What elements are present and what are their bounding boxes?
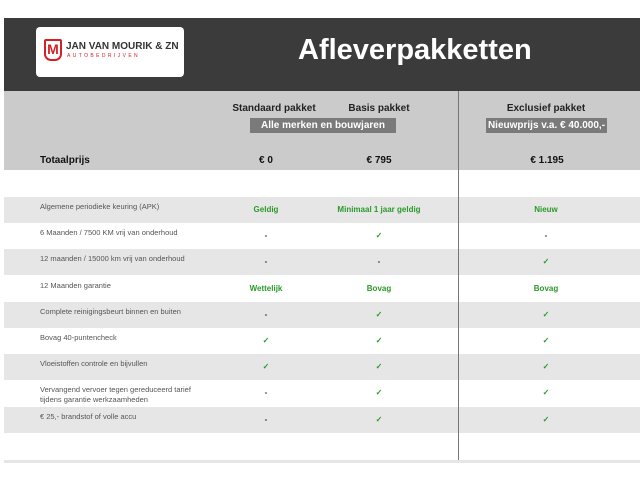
price-exclusief: € 1.195 (530, 155, 564, 166)
check-icon: ✓ (375, 309, 383, 319)
table-row (4, 197, 640, 223)
logo[interactable]: M JAN VAN MOURIK & ZN AUTOBEDRIJVEN (36, 27, 184, 77)
check-icon: ✓ (542, 309, 550, 319)
cell-value: Geldig (253, 205, 279, 214)
row-label: Algemene periodieke keuring (APK) (40, 202, 160, 211)
row-label: Bovag 40-puntencheck (40, 333, 117, 342)
dash-icon: - (264, 388, 268, 398)
dash-icon: - (377, 257, 381, 267)
check-icon: ✓ (375, 414, 383, 424)
cell-value: Bovag (366, 283, 392, 293)
cell-value: Minimaal 1 jaar geldig (337, 205, 421, 214)
dash-icon: - (264, 231, 268, 241)
table-row (4, 301, 640, 328)
check-icon: ✓ (542, 336, 550, 345)
row-label: 6 Maanden / 7500 KM vrij van onderhoud (40, 228, 178, 238)
check-icon: ✓ (375, 336, 383, 345)
check-icon: ✓ (542, 414, 550, 424)
column-divider (458, 91, 459, 463)
cell-value: Bovag (533, 283, 559, 293)
cell-value: Nieuw (534, 205, 558, 214)
price-standaard: € 0 (259, 155, 273, 166)
check-icon: ✓ (375, 362, 383, 372)
badge-all-brands: Alle merken en bouwjaren (250, 118, 396, 133)
logo-mark-icon: M (44, 39, 62, 61)
dash-icon: - (264, 309, 268, 319)
row-label: Complete reinigingsbeurt binnen en buite… (40, 306, 181, 316)
page-title: Afleverpakketten (298, 34, 532, 66)
row-label: Vervangend vervoer tegen gereduceerd tar… (40, 385, 191, 405)
cell-value: Wettelijk (249, 283, 283, 293)
row-label: € 25,- brandstof of volle accu (40, 411, 137, 421)
dash-icon: - (264, 257, 268, 267)
table-bottom-border (4, 460, 640, 463)
row-label: 12 maanden / 15000 km vrij van onderhoud (40, 254, 185, 264)
table-row (4, 406, 640, 433)
check-icon: ✓ (375, 388, 383, 398)
check-icon: ✓ (542, 362, 550, 372)
price-basis: € 795 (366, 155, 392, 166)
logo-subtitle: AUTOBEDRIJVEN (67, 53, 141, 59)
logo-name: JAN VAN MOURIK & ZN (66, 41, 179, 52)
column-exclusief: Exclusief pakket (506, 103, 586, 114)
check-icon: ✓ (542, 388, 550, 398)
check-icon: ✓ (262, 362, 270, 372)
table-row (4, 249, 640, 276)
dash-icon: - (264, 414, 268, 424)
row-label: 12 Maanden garantie (40, 280, 111, 290)
badge-new-price: Nieuwprijs v.a. € 40.000,- (486, 118, 607, 133)
table-row (4, 354, 640, 381)
check-icon: ✓ (262, 336, 270, 345)
column-basis: Basis pakket (348, 103, 410, 114)
row-label: Vloeistoffen controle en bijvullen (40, 359, 148, 369)
check-icon: ✓ (375, 231, 383, 241)
check-icon: ✓ (542, 257, 550, 267)
total-price-label: Totaalprijs (40, 155, 90, 166)
column-standaard: Standaard pakket (232, 103, 316, 114)
dash-icon: - (544, 231, 548, 241)
